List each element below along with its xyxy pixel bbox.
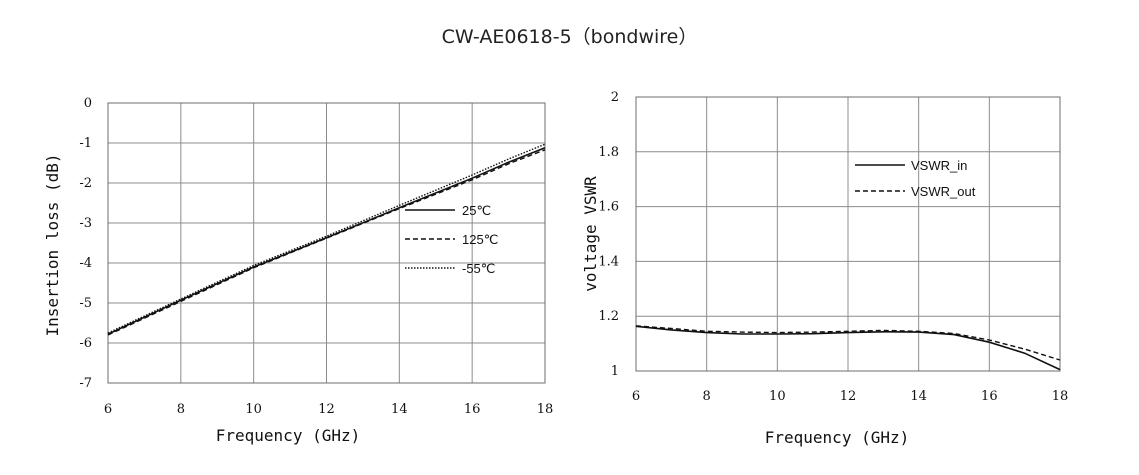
plot-frame	[107, 102, 546, 384]
y-tick-label: 1.2	[598, 309, 619, 324]
series-line-3	[107, 143, 546, 334]
x-axis-label: Frequency (GHz)	[216, 426, 361, 445]
y-tick-label: -5	[79, 296, 92, 311]
y-tick-label: 1	[611, 364, 619, 379]
x-tick-label: 6	[104, 402, 112, 417]
y-tick-label: 1.6	[598, 200, 619, 215]
x-tick-label: 18	[1052, 389, 1069, 404]
legend-entry-label: VSWR_out	[911, 184, 976, 199]
x-tick-label: 12	[840, 389, 857, 404]
series-line-2	[635, 325, 1061, 361]
x-tick-label: 16	[981, 389, 998, 404]
y-tick-label: -6	[79, 336, 92, 351]
x-tick-label: 18	[537, 402, 554, 417]
y-tick-label: -7	[79, 376, 92, 391]
y-axis-label: voltage VSWR	[581, 176, 600, 292]
chart-1: 6 8 10 12 14 16 18 0 -1 -2 -3 -4 -5 -6 -7 Frequency (GH…	[43, 96, 553, 445]
x-tick-label: 16	[464, 402, 481, 417]
y-tick-label: 2	[611, 90, 619, 105]
x-tick-label: 12	[318, 402, 335, 417]
x-tick-label: 8	[703, 389, 711, 404]
series-line-1	[635, 325, 1061, 371]
legend-entry-label: VSWR_in	[911, 158, 967, 173]
legend: VSWR_in VSWR_out	[855, 158, 976, 199]
y-tick-label: -2	[79, 176, 92, 191]
legend-entry-label: 25℃	[462, 203, 491, 218]
y-tick-label: 1.4	[598, 254, 619, 269]
plot-frame	[635, 96, 1061, 372]
y-axis-label: Insertion loss (dB)	[43, 153, 62, 336]
y-tick-label: 1.8	[598, 145, 619, 160]
y-tick-label: 0	[84, 96, 92, 111]
legend: 25℃ 125℃ -55℃	[405, 203, 498, 276]
legend-entry-label: 125℃	[462, 232, 498, 247]
x-axis-label: Frequency (GHz)	[765, 428, 910, 447]
y-tick-label: -3	[79, 216, 92, 231]
x-tick-label: 14	[910, 389, 927, 404]
y-tick-label: -1	[79, 136, 92, 151]
x-tick-label: 6	[632, 389, 640, 404]
x-tick-label: 14	[391, 402, 408, 417]
x-tick-label: 10	[769, 389, 786, 404]
legend-entry-label: -55℃	[462, 261, 495, 276]
y-tick-label: -4	[79, 256, 92, 271]
series-line-1	[107, 147, 546, 335]
x-tick-label: 8	[177, 402, 185, 417]
chart-2: 6 8 10 12 14 16 18 2 1.8 1.6 1.4 1.2 1 Frequency (GHz…	[581, 90, 1068, 447]
chart-title: CW-AE0618-5（bondwire）	[441, 26, 698, 48]
x-tick-label: 10	[245, 402, 262, 417]
